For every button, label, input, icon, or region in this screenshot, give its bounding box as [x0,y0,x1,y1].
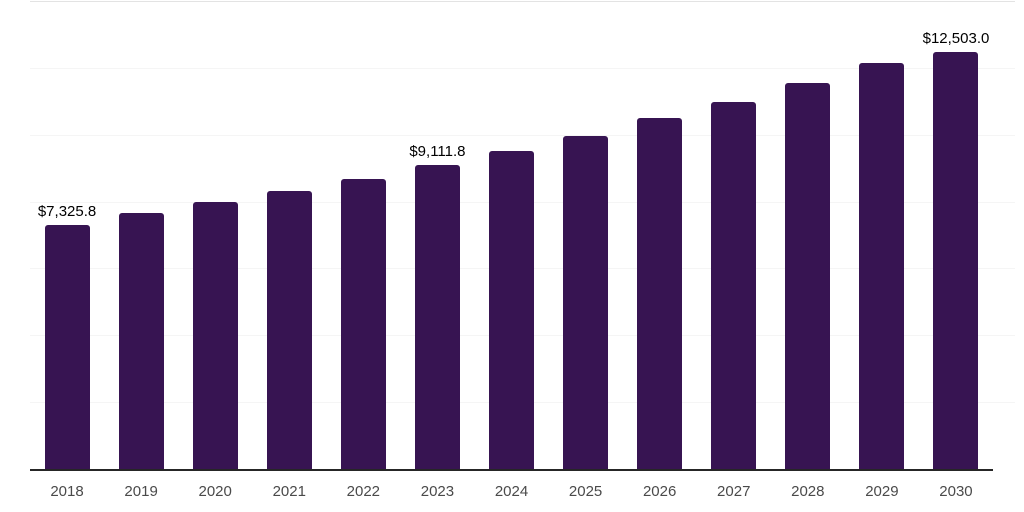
bar-2020 [192,201,238,470]
x-axis-label-2020: 2020 [198,483,232,500]
x-axis-line [30,469,993,471]
bar-slot-2022 [326,2,400,470]
x-axis-label-2028: 2028 [791,483,825,500]
x-axis-label-2029: 2029 [865,483,899,500]
bar-slot-2024 [474,2,548,470]
bar-slot-2019 [104,2,178,470]
bar-2023 [414,165,460,470]
bar-slot-2025 [549,2,623,470]
x-axis-label-2023: 2023 [420,483,455,500]
x-axis-label-2026: 2026 [642,483,677,500]
bar-2028 [785,83,831,470]
bar-slot-2026 [623,2,697,470]
bar-2029 [859,62,905,470]
plot-area: $7,325.8 $9,111.8 $12,503.0 [30,1,1015,471]
gridline [30,67,1015,69]
bar-2026 [637,118,683,470]
bar-value-label-2023: $9,111.8 [409,143,466,161]
bar-value-label-2018: $7,325.8 [37,203,97,221]
bar-slot-2018: $7,325.8 [30,2,104,470]
bar-2018 [44,225,90,470]
bar-slot-2021 [252,2,326,470]
x-axis-label-2019: 2019 [124,483,158,500]
bar-2022 [340,178,386,470]
bars: $7,325.8 $9,111.8 $12,503.0 [30,2,993,470]
bar-2027 [711,101,757,470]
bar-slot-2030: $12,503.0 [919,2,993,470]
bar-slot-2028 [771,2,845,470]
bar-slot-2020 [178,2,252,470]
x-axis-label-2021: 2021 [272,483,306,500]
x-axis-label-2030: 2030 [939,483,973,500]
x-axis-label-2018: 2018 [50,483,84,500]
x-axis-label-2025: 2025 [568,483,603,500]
bar-2021 [266,190,312,470]
bar-slot-2029 [845,2,919,470]
x-axis-label-2024: 2024 [494,483,529,500]
bar-2030 [933,52,979,470]
x-axis-label-2022: 2022 [346,483,381,500]
gridline [30,1,1015,2]
x-axis-label-2027: 2027 [717,483,751,500]
bar-2024 [489,151,534,470]
bar-2025 [563,135,609,470]
bar-slot-2023: $9,111.8 [400,2,474,470]
x-axis-labels: 2018 2019 2020 2021 2022 2023 2024 2025 2026 2027… [30,483,993,501]
bar-slot-2027 [697,2,771,470]
bar-value-label-2030: $12,503.0 [922,30,990,48]
gridline [30,134,1015,136]
bar-2019 [118,212,164,470]
